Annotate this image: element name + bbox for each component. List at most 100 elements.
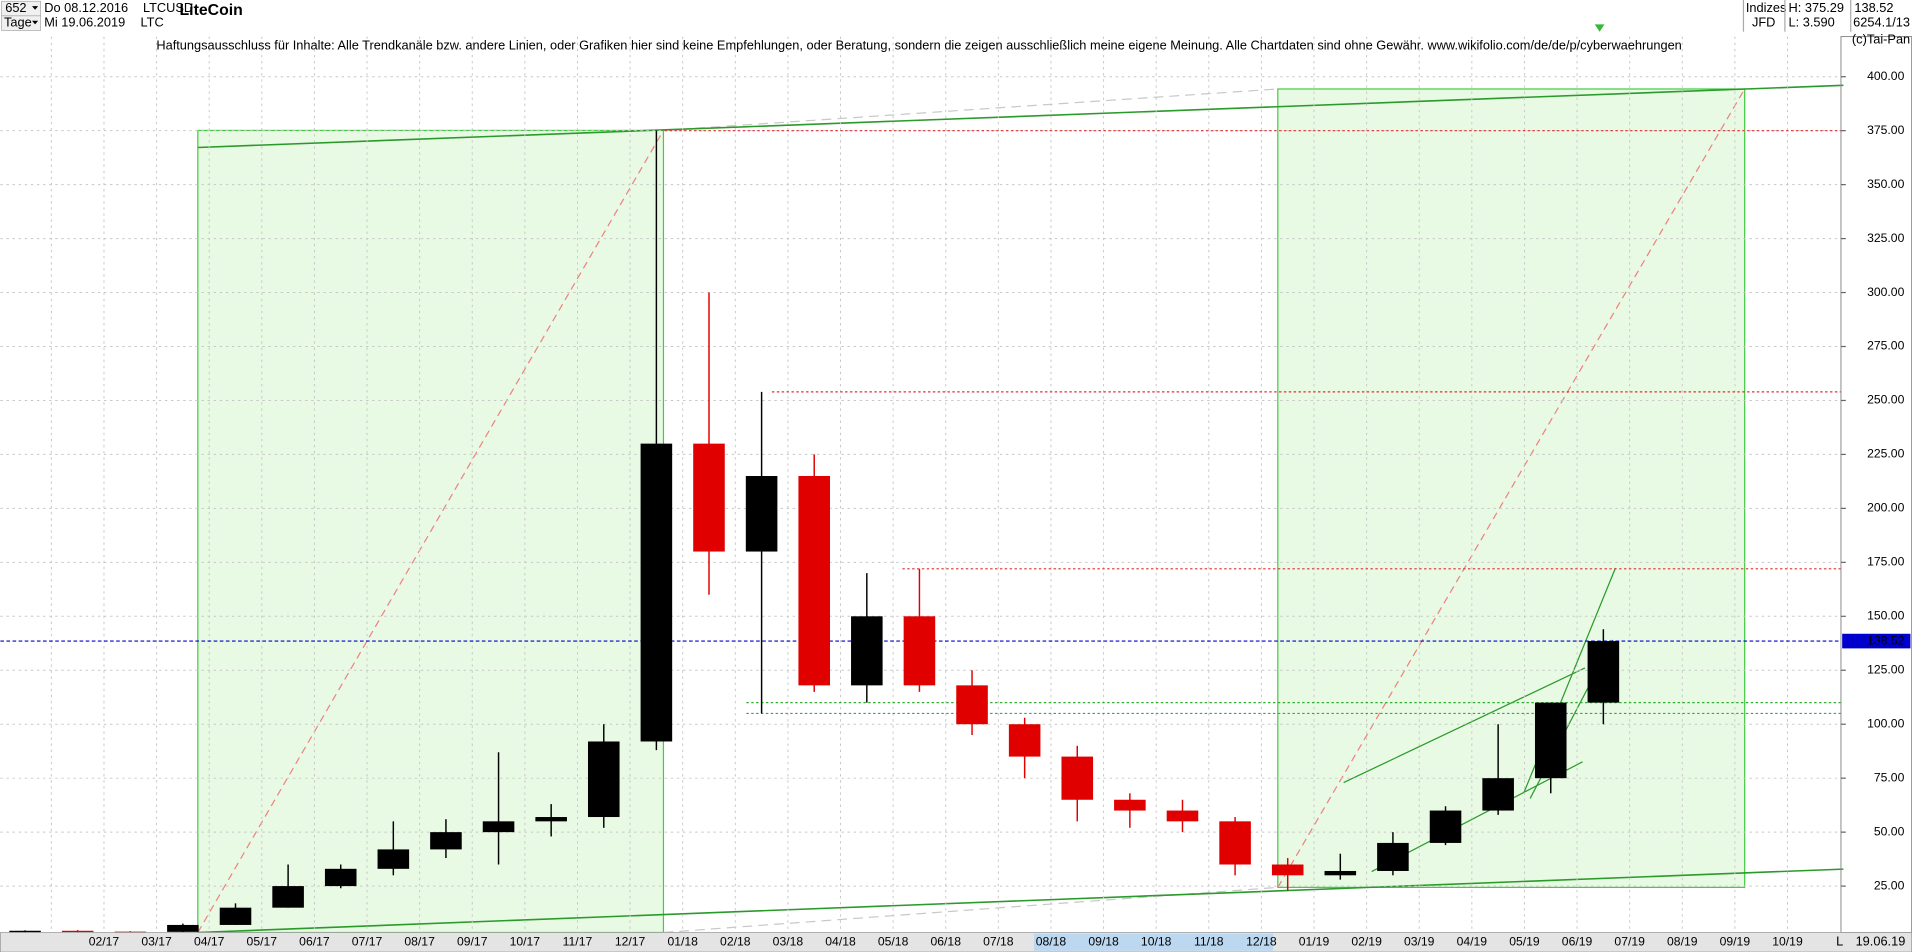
x-tick-label: 03/17 xyxy=(141,934,172,948)
candle-body xyxy=(535,817,567,822)
candle-body xyxy=(9,930,41,933)
x-tick-label: 06/19 xyxy=(1562,934,1593,948)
candle-body xyxy=(1587,641,1620,703)
diagonal xyxy=(1277,88,1746,888)
axes: 25.00 50.00 75.00 100.00 125.00 150.00 175.00 2… xyxy=(89,69,1911,948)
drawings xyxy=(197,84,1844,934)
y-tick-label: 175.00 xyxy=(1867,555,1904,569)
last-price-label: 138.52 xyxy=(1867,633,1904,647)
x-tick-label: 08/18 xyxy=(1036,934,1067,948)
x-tick-label: 12/17 xyxy=(615,934,646,948)
candle-body xyxy=(956,685,988,725)
last-price-box xyxy=(1842,633,1911,649)
trend-line xyxy=(197,84,1844,149)
candle-body xyxy=(745,476,778,552)
candle-body xyxy=(219,907,252,925)
x-tick-label: 03/19 xyxy=(1404,934,1435,948)
y-tick-label: 75.00 xyxy=(1874,770,1905,784)
candle-body xyxy=(903,616,936,686)
diagonal xyxy=(663,88,1278,132)
x-tick-label: 08/19 xyxy=(1667,934,1698,948)
x-tick-label: 07/19 xyxy=(1614,934,1645,948)
marker xyxy=(1594,24,1605,32)
candle-body xyxy=(1008,724,1041,757)
x-tick-label: 04/19 xyxy=(1457,934,1488,948)
x-tick-label: 09/18 xyxy=(1088,934,1119,948)
y-tick-label: 100.00 xyxy=(1867,716,1904,730)
candle-body xyxy=(1061,756,1094,800)
diagonal xyxy=(197,130,664,933)
x-tick-label: 10/18 xyxy=(1141,934,1172,948)
candle-body xyxy=(482,821,515,833)
x-tick-label: 07/18 xyxy=(983,934,1014,948)
x-tick-label: 01/18 xyxy=(667,934,698,948)
broker: JFD xyxy=(1752,15,1775,30)
y-tick-label: 275.00 xyxy=(1867,339,1904,353)
x-tick-label: 05/17 xyxy=(247,934,278,948)
candle-body xyxy=(1219,821,1251,865)
candle-body xyxy=(1377,842,1409,871)
x-tick-label: 08/17 xyxy=(404,934,435,948)
last: 138.52 xyxy=(1854,0,1893,15)
candle-body xyxy=(1429,810,1462,843)
x-tick-label: 04/17 xyxy=(194,934,225,948)
x-tick-label: 11/17 xyxy=(563,934,593,948)
x-tick-label: 06/18 xyxy=(931,934,962,948)
x-tick-label: 10/17 xyxy=(510,934,541,948)
high: H: 375.29 xyxy=(1789,0,1844,15)
id: 652 xyxy=(5,0,26,15)
x-tick-label: 12/18 xyxy=(1246,934,1277,948)
period: Tage xyxy=(4,15,32,30)
candle-body xyxy=(1271,864,1304,876)
x-tick-label: 09/19 xyxy=(1720,934,1751,948)
candle-body xyxy=(1166,810,1199,822)
y-tick-label: 250.00 xyxy=(1867,393,1904,407)
period-box[interactable] xyxy=(1,15,41,31)
candle-body xyxy=(272,886,304,908)
scale-mode: L xyxy=(1836,934,1843,949)
dropdown[interactable] xyxy=(32,20,39,25)
y-tick-label: 375.00 xyxy=(1867,123,1904,137)
y-tick-label: 225.00 xyxy=(1867,447,1904,461)
marks xyxy=(0,130,1841,933)
y-tick-label: 125.00 xyxy=(1867,662,1904,676)
candle-body xyxy=(587,741,620,818)
x-tick-label: 09/17 xyxy=(457,934,488,948)
to-date: Mi 19.06.2019 xyxy=(44,15,125,30)
copyright: (c)Tai-Pan xyxy=(1852,32,1910,47)
x-tick-label: 02/18 xyxy=(720,934,751,948)
from-date: Do 08.12.2016 xyxy=(44,0,128,15)
trend-line xyxy=(1343,667,1586,784)
y-tick-label: 200.00 xyxy=(1867,501,1904,515)
group: Indizes xyxy=(1746,0,1787,15)
x-tick-label: 02/17 xyxy=(89,934,120,948)
end-date: 19.06.19 xyxy=(1856,934,1906,949)
candle-body xyxy=(1324,870,1357,876)
x-tick-label: 04/18 xyxy=(825,934,856,948)
dropdown[interactable] xyxy=(32,6,39,10)
candle-body xyxy=(377,849,410,869)
x-tick-label: 05/19 xyxy=(1509,934,1540,948)
y-tick-label: 150.00 xyxy=(1867,609,1904,623)
y-tick-label: 50.00 xyxy=(1874,824,1905,838)
x-tick-label: 11/18 xyxy=(1194,934,1224,948)
x-tick-label: 03/18 xyxy=(773,934,804,948)
candle-body xyxy=(61,930,94,932)
x-tick-label: 02/19 xyxy=(1351,934,1382,948)
y-tick-label: 400.00 xyxy=(1867,69,1904,83)
y-tick-label: 325.00 xyxy=(1867,231,1904,245)
x-tick-label: 07/17 xyxy=(352,934,383,948)
candle-body xyxy=(167,924,199,932)
symbol: LTCUSD xyxy=(143,0,193,15)
x-selection xyxy=(1034,933,1273,951)
x-tick-label: 05/18 xyxy=(878,934,909,948)
y-tick-label: 350.00 xyxy=(1867,177,1904,191)
disclaimer: Haftungsausschluss für Inhalte: Alle Tre… xyxy=(156,38,1681,53)
candle-body xyxy=(851,616,883,686)
candle-body xyxy=(430,832,462,850)
candle-body xyxy=(1482,778,1514,811)
x-tick-label: 01/19 xyxy=(1299,934,1330,948)
